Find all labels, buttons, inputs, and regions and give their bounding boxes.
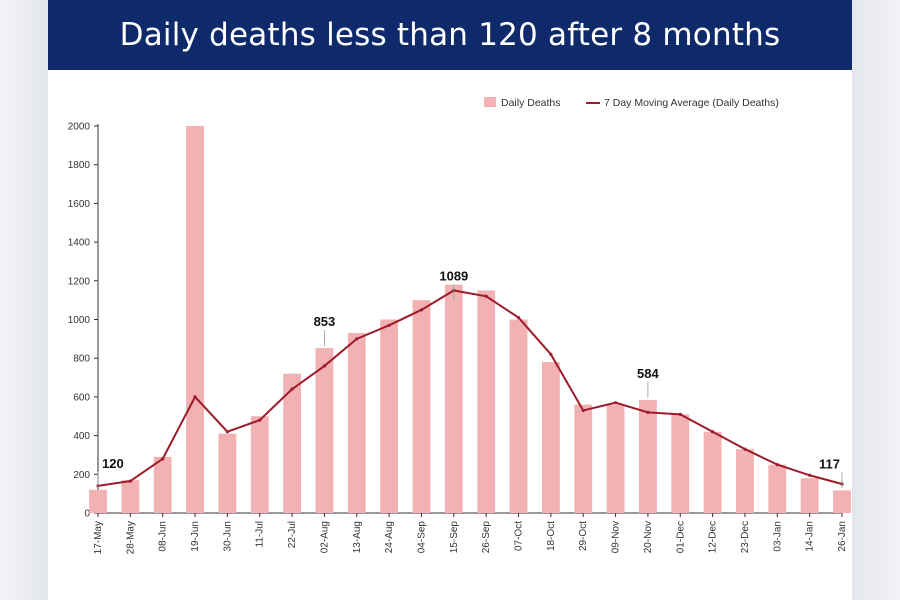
x-tick-label: 13-Aug: [352, 521, 363, 553]
moving-average-point: [775, 463, 779, 467]
x-tick-label: 26-Sep: [481, 521, 492, 554]
daily-deaths-bar: [541, 362, 560, 513]
x-tick-label: 22-Jul: [287, 521, 298, 548]
y-tick-label: 0: [84, 509, 90, 520]
daily-deaths-bar: [736, 449, 754, 513]
x-tick-label: 15-Sep: [449, 521, 460, 554]
deaths-chart: 0 200 400 600 800 1000 1200 1400 1600 1800 2000 17-…: [68, 97, 851, 554]
x-tick-label: 19-Jun: [190, 521, 201, 552]
daily-deaths-bar: [186, 126, 204, 513]
moving-average-point: [128, 479, 132, 483]
daily-deaths-bar: [833, 490, 851, 513]
title-banner: Daily deaths less than 120 after 8 month…: [48, 0, 852, 70]
annotation-label: 117: [819, 456, 840, 471]
moving-average-point: [743, 447, 747, 451]
moving-average-point: [646, 410, 650, 414]
x-tick-label: 07-Oct: [514, 521, 525, 551]
moving-average-point: [161, 457, 165, 461]
moving-average-point: [711, 430, 715, 434]
y-tick-label: 200: [73, 470, 90, 481]
moving-average-point: [225, 430, 229, 434]
daily-deaths-bar: [574, 404, 593, 513]
y-tick-label: 2000: [68, 122, 91, 133]
moving-average-point: [808, 473, 812, 477]
daily-deaths-bar: [639, 399, 657, 513]
daily-deaths-bar: [283, 373, 301, 513]
daily-deaths-bar: [315, 347, 334, 513]
x-tick-label: 29-Oct: [578, 521, 589, 551]
y-tick-label: 600: [73, 392, 90, 403]
slide-title: Daily deaths less than 120 after 8 month…: [119, 17, 781, 53]
y-tick-label: 1800: [68, 160, 91, 171]
y-tick-label: 400: [73, 431, 90, 442]
daily-deaths-bar: [509, 319, 528, 513]
x-tick-label: 18-Oct: [546, 521, 557, 551]
x-tick-label: 03-Jan: [772, 521, 783, 552]
daily-deaths-bar: [477, 290, 496, 513]
daily-deaths-bar: [218, 433, 237, 513]
x-tick-label: 28-May: [125, 521, 136, 554]
right-backdrop: [852, 0, 900, 600]
x-tick-label: 17-May: [93, 521, 104, 554]
moving-average-point: [549, 352, 553, 356]
daily-deaths-bar: [412, 300, 431, 513]
y-tick-label: 1000: [68, 315, 91, 326]
daily-deaths-bar: [800, 478, 819, 513]
moving-average-point: [419, 308, 424, 312]
annotation-label: 584: [637, 366, 659, 381]
moving-average-point: [516, 315, 521, 320]
x-tick-label: 09-Nov: [611, 521, 622, 553]
daily-deaths-bar: [703, 431, 722, 513]
daily-deaths-bar: [89, 489, 107, 513]
moving-average-point: [387, 323, 391, 327]
chart-panel: 0 200 400 600 800 1000 1200 1400 1600 1800 2000 17-…: [48, 70, 852, 600]
moving-average-point: [258, 418, 262, 422]
moving-average-point: [355, 337, 359, 341]
legend-bar-swatch: [484, 97, 496, 107]
legend-line-label: 7 Day Moving Average (Daily Deaths): [604, 97, 779, 109]
moving-average-line: [97, 289, 843, 487]
y-tick-label: 1400: [68, 238, 91, 249]
daily-deaths-bar: [153, 456, 172, 513]
moving-average-point: [678, 412, 682, 416]
daily-deaths-bar: [768, 464, 787, 513]
moving-average-point: [322, 364, 327, 368]
x-tick-label: 12-Dec: [708, 521, 719, 553]
x-tick-label: 11-Jul: [255, 521, 266, 548]
x-tick-label: 23-Dec: [740, 521, 751, 553]
x-tick-label: 14-Jan: [805, 521, 816, 552]
x-tick-label: 24-Aug: [384, 521, 395, 553]
x-tick-label: 01-Dec: [675, 521, 686, 553]
y-tick-label: 1200: [68, 276, 91, 287]
moving-average-point: [290, 387, 294, 391]
moving-average-point: [581, 408, 585, 413]
moving-average-point: [613, 401, 618, 405]
daily-deaths-bar: [121, 480, 140, 513]
y-tick-label: 800: [73, 354, 90, 365]
daily-deaths-bar: [250, 416, 269, 513]
left-backdrop: [0, 0, 48, 600]
moving-average-point: [193, 395, 197, 399]
x-tick-label: 02-Aug: [319, 521, 330, 553]
x-tick-label: 30-Jun: [222, 521, 233, 552]
legend-bar-label: Daily Deaths: [501, 97, 561, 109]
annotation-label: 853: [314, 314, 336, 329]
x-tick-label: 08-Jun: [158, 521, 169, 552]
x-tick-label: 04-Sep: [416, 521, 427, 554]
moving-average-point: [484, 294, 488, 298]
daily-deaths-bar: [606, 404, 625, 513]
daily-deaths-bar: [380, 319, 399, 513]
annotation-label: 120: [102, 456, 124, 471]
daily-deaths-bar: [347, 333, 366, 513]
x-tick-label: 26-Jan: [837, 521, 848, 552]
annotation-label: 1089: [439, 268, 468, 283]
y-tick-label: 1600: [68, 199, 91, 210]
daily-deaths-bar: [444, 284, 463, 513]
x-tick-label: 20-Nov: [643, 521, 654, 553]
daily-deaths-bar: [671, 414, 690, 513]
